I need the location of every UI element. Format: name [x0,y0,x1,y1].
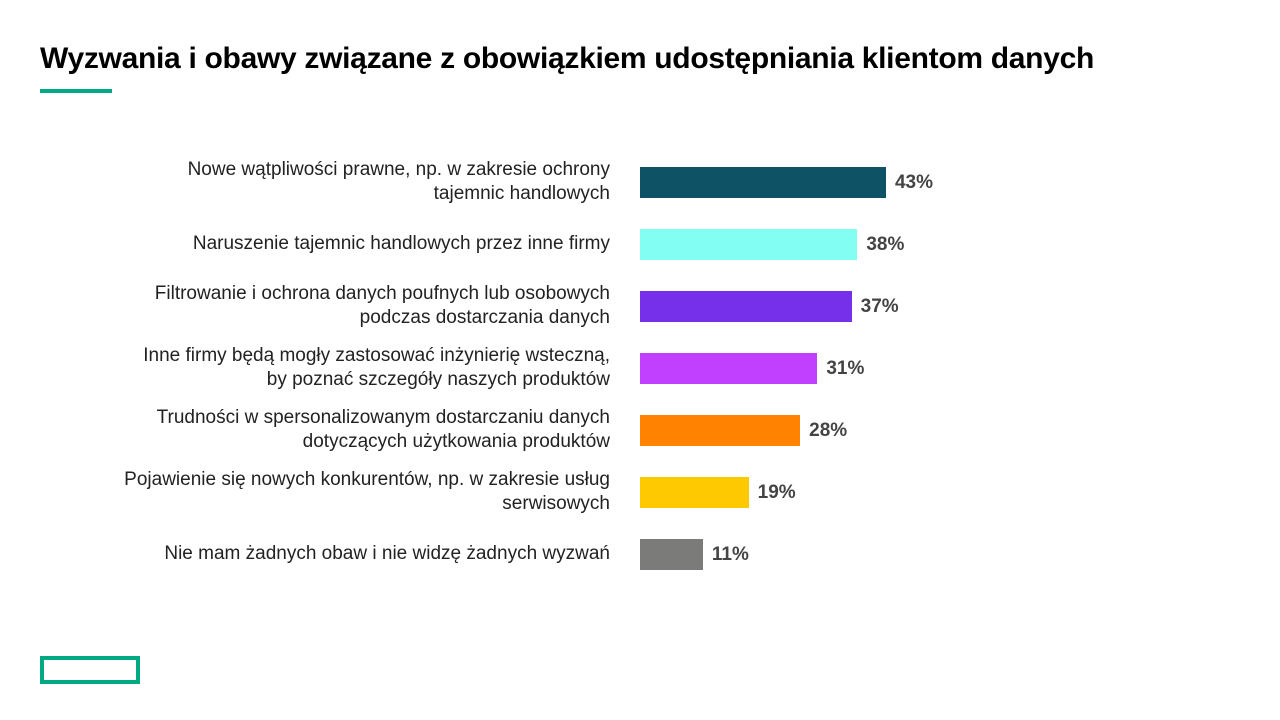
category-label: Trudności w spersonalizowanym dostarczan… [156,407,610,452]
category-label: Inne firmy będą mogły zastosować inżynie… [143,345,610,390]
bar [640,290,852,322]
title-underline [40,89,112,93]
bar [640,166,886,198]
value-label: 31% [826,358,865,379]
category-label: Nowe wątpliwości prawne, np. w zakresie … [187,159,610,204]
bar [640,352,818,384]
category-label: Naruszenie tajemnic handlowych przez inn… [192,233,610,254]
category-label: Pojawienie się nowych konkurentów, np. w… [124,469,610,514]
category-label: Nie mam żadnych obaw i nie widzę żadnych… [164,543,610,564]
category-label: Filtrowanie i ochrona danych poufnych lu… [154,283,610,328]
bar [640,476,749,508]
value-label: 28% [809,420,848,441]
value-label: 19% [757,482,796,503]
value-label: 43% [894,172,933,193]
logo [40,656,140,684]
chart-title: Wyzwania i obawy związane z obowiązkiem … [40,42,1094,75]
value-label: 11% [711,544,749,565]
value-label: 38% [866,234,905,255]
bar [640,228,858,260]
bar [640,414,801,446]
value-label: 37% [860,296,899,317]
bar [640,538,703,570]
